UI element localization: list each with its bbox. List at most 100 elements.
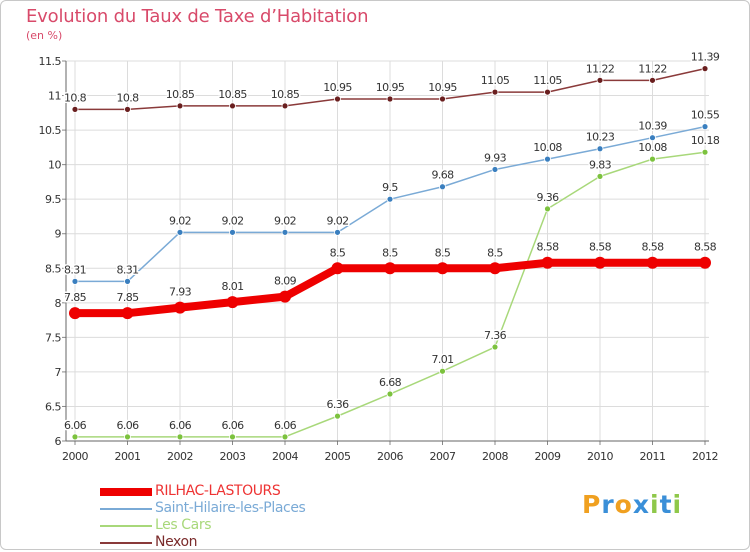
data-label: 6.06: [221, 419, 244, 432]
y-tick-label: 10: [48, 159, 61, 172]
data-point: [279, 290, 291, 303]
legend-item: Saint-Hilaire-les-Places: [100, 500, 400, 518]
data-label: 8.09: [274, 275, 297, 288]
y-tick-label: 11: [48, 90, 61, 103]
logo-letter: r: [601, 490, 615, 519]
data-point: [71, 277, 79, 285]
y-tick-label: 6.5: [45, 400, 61, 413]
data-point: [334, 228, 341, 236]
legend-swatch: [100, 488, 152, 496]
data-label: 11.39: [691, 51, 720, 64]
data-point: [491, 166, 499, 173]
logo-letter: o: [614, 490, 633, 519]
data-label: 10.85: [218, 88, 247, 101]
data-point: [491, 88, 499, 96]
proxiti-logo: Proxiti: [582, 490, 682, 519]
data-label: 8.58: [694, 241, 717, 254]
data-point: [386, 195, 394, 203]
data-point: [594, 256, 606, 269]
data-label: 10.8: [116, 91, 139, 104]
data-label: 6.06: [64, 419, 87, 432]
data-label: 8.5: [382, 246, 398, 259]
data-label: 8.31: [116, 263, 138, 276]
data-label: 9.68: [431, 169, 454, 182]
chart-title: Evolution du Taux de Taxe d’Habitation: [26, 6, 369, 27]
data-label: 8.58: [589, 241, 612, 254]
data-label: 10.85: [166, 88, 195, 101]
data-point: [436, 262, 449, 275]
y-tick-label: 9: [55, 228, 62, 241]
y-tick-label: 8.5: [45, 262, 61, 275]
data-point: [544, 205, 551, 213]
x-tick-label: 2006: [377, 450, 403, 463]
data-label: 9.5: [382, 181, 398, 194]
data-label: 8.01: [221, 280, 243, 293]
data-point: [334, 95, 341, 103]
legend-label: Saint-Hilaire-les-Places: [155, 500, 306, 516]
legend-label: Nexon: [155, 534, 198, 550]
series-nexon: 10.8 10.8 10.85 10.85 10.85 10.95 10.95 10.95 11…: [62, 49, 722, 113]
y-tick-label: 7.5: [45, 331, 61, 344]
logo-letter: x: [632, 490, 650, 519]
unit-label: (en %): [26, 29, 63, 42]
legend-label: RILHAC-LASTOURS: [155, 483, 281, 499]
data-point: [384, 262, 396, 275]
data-label: 7.93: [169, 286, 192, 299]
legend-item: RILHAC-LASTOURS: [100, 483, 400, 501]
x-tick-label: 2003: [220, 450, 246, 463]
x-tick-label: 2009: [535, 450, 561, 463]
data-point: [176, 433, 184, 441]
data-label: 8.31: [64, 263, 86, 276]
data-label: 8.58: [536, 241, 559, 254]
data-label: 7.01: [431, 353, 453, 366]
data-point: [701, 123, 709, 131]
data-label: 7.85: [64, 291, 87, 304]
series-saint-hilaire-les-places: 8.31 8.31 9.02 9.02 9.02 9.02 9.5 9.68 9.93 10.08…: [62, 107, 722, 285]
y-tick-label: 7: [55, 366, 62, 379]
data-point: [439, 367, 446, 375]
data-point: [174, 301, 186, 314]
logo-letter: P: [582, 490, 602, 519]
x-tick-label: 2004: [272, 450, 298, 463]
data-label: 9.02: [326, 214, 348, 227]
data-point: [596, 145, 604, 153]
data-label: 8.5: [487, 246, 503, 259]
x-tick-label: 2005: [325, 450, 351, 463]
data-label: 11.22: [586, 62, 615, 75]
y-tick-label: 6: [55, 435, 62, 448]
series-les-cars: 6.06 6.06 6.06 6.06 6.06 6.36 6.68 7.01 7.36 9.36…: [62, 133, 722, 441]
y-tick-label: 8: [55, 297, 62, 310]
data-point: [439, 95, 446, 103]
plot-area: [66, 61, 709, 441]
logo-letter: t: [659, 490, 673, 519]
data-point: [489, 262, 501, 275]
data-point: [176, 102, 184, 110]
data-point: [226, 296, 239, 309]
data-label: 6.06: [116, 419, 139, 432]
data-point: [281, 102, 289, 110]
data-label: 10.95: [376, 81, 405, 94]
x-tick-label: 2002: [167, 450, 193, 463]
data-label: 10.39: [638, 120, 667, 133]
x-tick-label: 2012: [692, 450, 718, 463]
data-label: 10.08: [533, 141, 562, 154]
data-point: [646, 256, 659, 269]
data-point: [701, 148, 709, 156]
data-point: [541, 256, 554, 269]
data-point: [229, 102, 236, 110]
data-label: 6.06: [169, 419, 192, 432]
data-point: [281, 228, 289, 236]
data-point: [649, 76, 656, 84]
legend-swatch: [100, 542, 152, 544]
x-tick-label: 2000: [62, 450, 88, 463]
line-chart: 6 6.5 7 7.5 8 8.5 9 9.5 10 10.5 11 11.5 2000 2001 2002…: [39, 49, 722, 463]
data-label: 10.85: [271, 88, 300, 101]
data-point: [176, 228, 184, 236]
logo-letter: i: [672, 490, 683, 519]
data-point: [544, 155, 551, 163]
legend-swatch: [100, 508, 152, 510]
data-label: 10.08: [638, 141, 667, 154]
logo-letter: i: [650, 490, 660, 519]
y-tick-label: 11.5: [39, 55, 62, 68]
data-label: 7.36: [484, 329, 507, 342]
